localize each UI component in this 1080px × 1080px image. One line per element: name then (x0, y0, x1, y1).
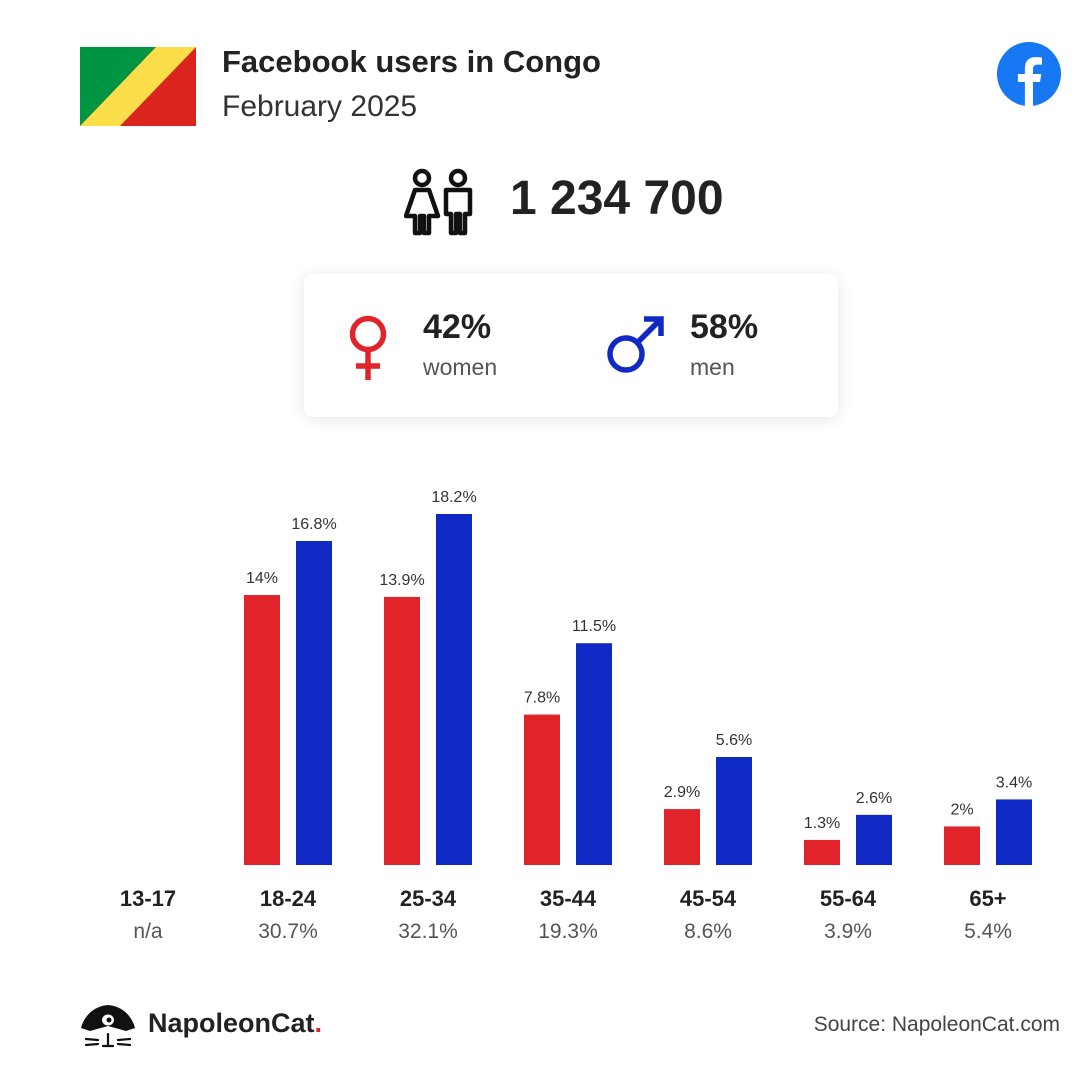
bar-women-18-24 (244, 595, 280, 865)
people-icon (404, 168, 473, 236)
category-total-25-34: 32.1% (398, 920, 458, 943)
data-label-men-35-44: 11.5% (572, 618, 616, 635)
female-icon (349, 315, 387, 380)
brand-dot: . (314, 1008, 323, 1038)
bar-men-25-34 (436, 514, 472, 865)
category-label-35-44: 35-44 (540, 886, 597, 911)
brand-name: NapoleonCat. (148, 1008, 322, 1039)
gender-card: 42% women 58% men (304, 274, 838, 417)
age-gender-bar-chart: 13-17 n/a 14% 16.8% 18-24 30.7% 13.9% 18.2% 25-3… (120, 489, 1032, 943)
male-percent: 58% (690, 308, 759, 346)
category-label-18-24: 18-24 (260, 886, 317, 911)
data-label-men-55-64: 2.6% (856, 790, 892, 807)
category-total-65+: 5.4% (964, 920, 1012, 943)
bar-women-35-44 (524, 714, 560, 865)
data-label-women-18-24: 14% (246, 570, 278, 587)
category-total-18-24: 30.7% (258, 920, 318, 943)
data-label-men-18-24: 16.8% (291, 516, 336, 533)
female-percent: 42% (423, 308, 492, 346)
category-label-45-54: 45-54 (680, 886, 737, 911)
napoleoncat-logo-icon (81, 1005, 135, 1048)
data-label-women-65+: 2% (950, 801, 973, 818)
source-text: Source: NapoleonCat.com (813, 1013, 1060, 1036)
bar-men-35-44 (576, 643, 612, 865)
category-label-55-64: 55-64 (820, 886, 877, 911)
data-label-women-55-64: 1.3% (804, 815, 840, 832)
male-label: men (690, 354, 735, 380)
category-label-65+: 65+ (969, 886, 1006, 911)
data-label-men-65+: 3.4% (996, 774, 1032, 791)
bar-women-55-64 (804, 839, 840, 865)
category-total-35-44: 19.3% (538, 920, 598, 943)
category-total-13-17: n/a (133, 920, 163, 943)
data-label-women-25-34: 13.9% (379, 572, 424, 589)
bar-women-45-54 (664, 809, 700, 865)
data-label-men-45-54: 5.6% (716, 732, 752, 749)
category-label-25-34: 25-34 (400, 886, 457, 911)
bar-women-25-34 (384, 596, 420, 865)
category-label-13-17: 13-17 (120, 886, 176, 911)
bar-women-65+ (944, 826, 980, 865)
total-users: 1 234 700 (510, 172, 724, 225)
data-label-women-45-54: 2.9% (664, 784, 700, 801)
bar-men-55-64 (856, 814, 892, 865)
page-subtitle: February 2025 (222, 90, 418, 123)
congo-flag-icon (80, 47, 196, 126)
bar-men-45-54 (716, 757, 752, 865)
data-label-women-35-44: 7.8% (524, 690, 560, 707)
category-total-45-54: 8.6% (684, 920, 732, 943)
facebook-icon (997, 42, 1061, 106)
male-icon (607, 316, 664, 373)
brand-name-text: NapoleonCat (148, 1008, 315, 1038)
bar-men-65+ (996, 799, 1032, 865)
category-total-55-64: 3.9% (824, 920, 872, 943)
bar-men-18-24 (296, 541, 332, 865)
data-label-men-25-34: 18.2% (431, 489, 476, 506)
female-label: women (423, 354, 498, 380)
page-title: Facebook users in Congo (222, 44, 601, 79)
